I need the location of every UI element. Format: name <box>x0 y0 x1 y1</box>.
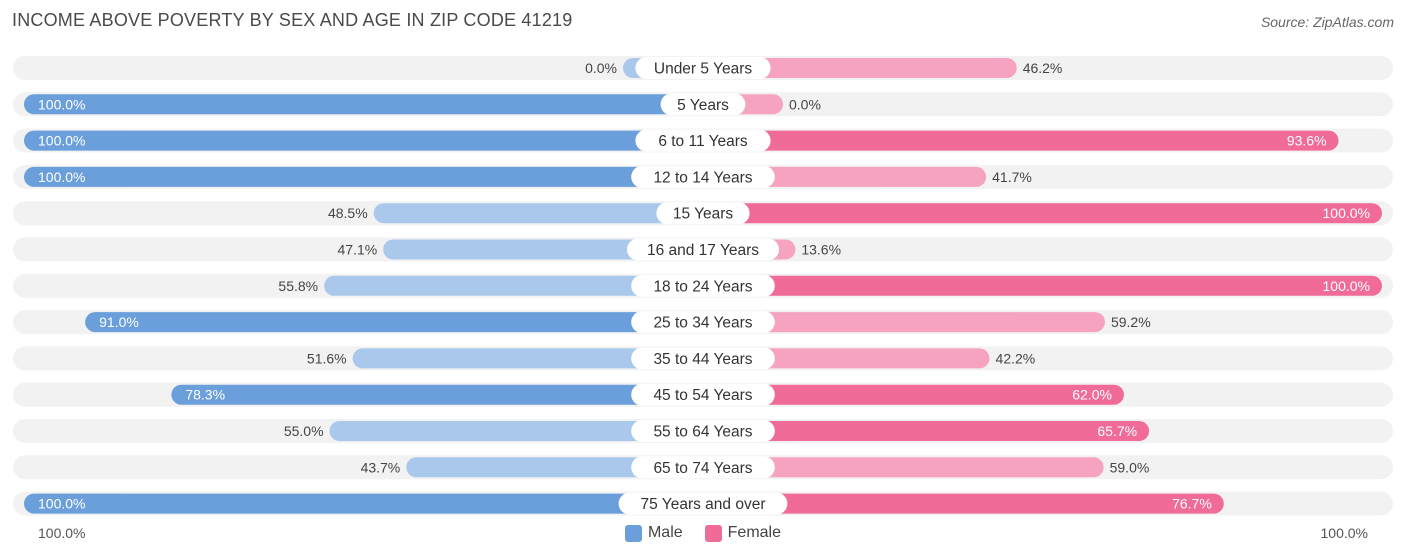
category-label: 35 to 44 Years <box>653 351 752 368</box>
category-pill <box>631 165 775 188</box>
category-pill <box>618 492 788 515</box>
value-label-female: 59.0% <box>1110 459 1150 475</box>
value-label-female: 41.7% <box>992 169 1032 185</box>
value-label-male: 51.6% <box>307 350 347 366</box>
value-label-female: 62.0% <box>1072 387 1112 403</box>
category-pill <box>631 456 775 479</box>
bar-male <box>352 348 703 369</box>
value-label-male: 47.1% <box>337 242 377 258</box>
axis-left-label: 100.0% <box>38 525 86 541</box>
category-pill <box>631 420 775 442</box>
value-label-female: 100.0% <box>1323 278 1370 294</box>
bar-female <box>703 384 1124 405</box>
value-label-male: 55.8% <box>278 278 318 294</box>
category-pill <box>631 383 775 406</box>
legend-swatch-male <box>624 524 642 542</box>
source-credit: Source: ZipAtlas.com <box>1260 14 1394 30</box>
value-label-male: 55.0% <box>284 423 324 439</box>
value-label-female: 76.7% <box>1172 496 1212 512</box>
legend: Male Female <box>0 524 1406 542</box>
category-label: 45 to 54 Years <box>653 387 752 404</box>
bar-female <box>703 457 1104 478</box>
diverging-bar-chart: 0.0% 46.2% Under 5 Years 100.0% 0.0% 5 Years 1… <box>13 56 1393 516</box>
bar-female <box>703 312 1105 333</box>
bar-female <box>703 348 990 369</box>
value-label-male: 100.0% <box>38 169 85 185</box>
legend-swatch-female <box>704 524 722 542</box>
category-label: 15 Years <box>673 206 734 223</box>
value-label-male: 78.3% <box>185 387 225 403</box>
value-label-female: 59.2% <box>1111 314 1151 330</box>
bar-female <box>703 421 1150 441</box>
bar-male <box>24 493 703 514</box>
axis-right-label: 100.0% <box>1320 525 1368 541</box>
category-pill <box>635 129 771 152</box>
bar-male <box>85 312 704 333</box>
bar-male <box>324 275 703 296</box>
value-label-female: 93.6% <box>1287 133 1327 149</box>
bar-male <box>24 130 703 151</box>
bar-female <box>703 166 987 187</box>
bar-male <box>329 421 703 441</box>
value-label-female: 0.0% <box>789 96 821 112</box>
bar-female <box>703 493 1224 514</box>
value-label-male: 48.5% <box>328 205 368 221</box>
category-label: 75 Years and over <box>641 496 766 513</box>
value-label-female: 46.2% <box>1023 60 1063 76</box>
legend-label-female: Female <box>727 524 782 541</box>
category-label: 16 and 17 Years <box>647 242 759 259</box>
value-label-female: 65.7% <box>1097 423 1137 439</box>
value-label-male: 43.7% <box>361 459 401 475</box>
category-label: 55 to 64 Years <box>653 424 752 441</box>
category-label: 12 to 14 Years <box>653 169 752 186</box>
category-pill <box>635 57 771 79</box>
legend-item-male: Male <box>624 524 683 542</box>
chart-title: INCOME ABOVE POVERTY BY SEX AND AGE IN Z… <box>12 10 573 30</box>
value-label-female: 100.0% <box>1323 205 1370 221</box>
category-label: Under 5 Years <box>654 61 752 78</box>
value-label-female: 42.2% <box>996 350 1036 366</box>
category-pill <box>656 202 750 225</box>
category-label: 18 to 24 Years <box>653 278 752 295</box>
value-label-female: 13.6% <box>801 242 841 258</box>
bar-male <box>383 239 703 260</box>
value-label-male: 100.0% <box>38 133 85 149</box>
legend-item-female: Female <box>704 524 782 542</box>
category-pill <box>631 311 775 334</box>
category-label: 25 to 34 Years <box>653 315 752 332</box>
bar-male <box>171 384 703 405</box>
category-pill <box>631 274 775 297</box>
category-label: 6 to 11 Years <box>658 133 748 150</box>
category-pill <box>660 93 746 116</box>
category-label: 5 Years <box>677 97 729 114</box>
legend-label-male: Male <box>647 524 683 541</box>
bar-female <box>703 58 1017 78</box>
category-label: 65 to 74 Years <box>653 460 752 477</box>
bar-female <box>703 203 1382 224</box>
bar-female <box>703 130 1339 151</box>
value-label-male: 100.0% <box>38 96 85 112</box>
value-label-male: 0.0% <box>585 60 617 76</box>
bar-male <box>406 457 703 478</box>
bar-female <box>703 275 1382 296</box>
category-pill <box>631 347 775 370</box>
bar-male <box>24 166 703 187</box>
bar-male <box>24 94 703 115</box>
value-label-male: 91.0% <box>99 314 139 330</box>
category-pill <box>627 238 779 261</box>
bar-male <box>373 203 703 224</box>
value-label-male: 100.0% <box>38 496 85 512</box>
